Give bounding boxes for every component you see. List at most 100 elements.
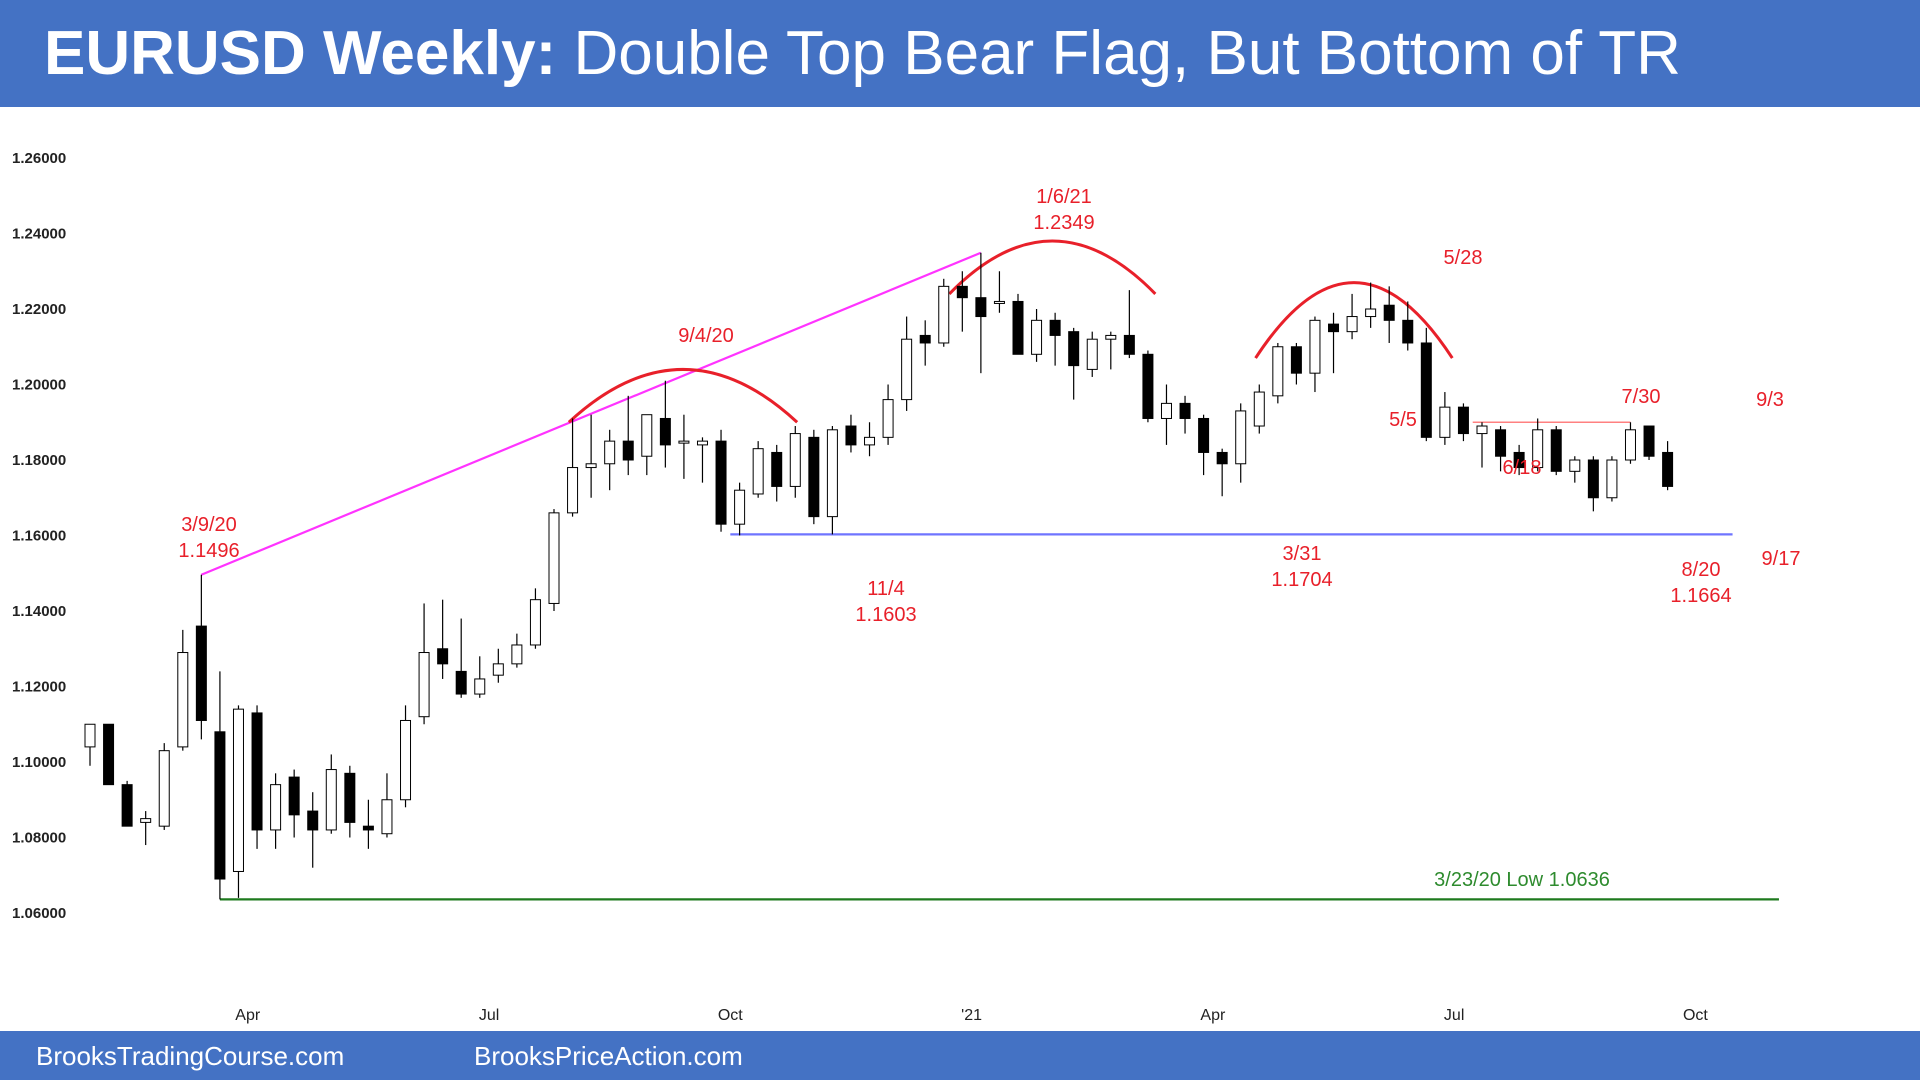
candle-body-bear — [214, 731, 226, 880]
candle — [1179, 395, 1191, 434]
candle — [437, 599, 449, 679]
candle — [1569, 456, 1581, 483]
candle-body-bear — [1142, 353, 1154, 419]
candle — [1012, 293, 1024, 355]
candle — [511, 633, 523, 668]
candle-body-bull — [1160, 402, 1172, 419]
candle-body-bear — [1587, 459, 1599, 499]
candle — [1476, 422, 1488, 468]
annotation-label: 9/4/20 — [678, 325, 734, 347]
candle-body-bull — [789, 433, 801, 487]
candle — [1105, 331, 1117, 370]
x-tick-label: Apr — [235, 1007, 261, 1024]
candle-body-bear — [1457, 406, 1469, 435]
trendline — [200, 251, 982, 576]
candle — [789, 426, 801, 498]
candle — [604, 429, 616, 491]
candle-body-bull — [604, 440, 616, 465]
candle-body-bear — [1012, 300, 1024, 355]
y-tick-label: 1.18000 — [12, 452, 66, 469]
candle — [1328, 312, 1340, 374]
candle-body-bull — [734, 489, 746, 525]
candle — [1235, 403, 1247, 483]
annotation-label: 11/4 — [867, 578, 904, 600]
candle-body-bear — [121, 784, 133, 827]
candle — [567, 418, 579, 517]
candle-body-bull — [548, 512, 560, 604]
candle-body-bull — [1031, 319, 1043, 355]
candle-body-bull — [696, 440, 708, 446]
candle-body-bear — [195, 625, 207, 721]
candle-body-bull — [938, 285, 950, 344]
candle — [659, 380, 671, 468]
candle — [1290, 342, 1302, 385]
candle — [1142, 350, 1154, 423]
candle-body-bull — [1086, 338, 1098, 370]
candle-body-bull — [864, 436, 876, 446]
candle-body-bull — [474, 678, 486, 695]
candle — [1049, 312, 1061, 366]
top-arc — [567, 368, 799, 424]
x-tick-label: Oct — [1683, 1007, 1708, 1024]
candle-body-bull — [1476, 425, 1488, 435]
y-tick-label: 1.14000 — [12, 603, 66, 620]
footer-link-brookstradingcourse[interactable]: BrooksTradingCourse.com — [36, 1041, 345, 1071]
x-tick-label: '21 — [961, 1007, 982, 1024]
annotation-label: 3/31 — [1283, 543, 1322, 565]
candle-body-bear — [1643, 425, 1655, 457]
annotation-label: 7/30 — [1622, 386, 1661, 408]
candle-body-bear — [919, 334, 931, 344]
candle — [901, 316, 913, 411]
candle — [585, 414, 597, 498]
candle — [195, 574, 207, 740]
candle-body-bull — [1309, 319, 1321, 374]
candle-body-bull — [1569, 459, 1581, 472]
y-tick-label: 1.16000 — [12, 528, 66, 545]
candle-body-bear — [1198, 417, 1210, 453]
candle-body-bear — [1049, 319, 1061, 336]
candle — [882, 384, 894, 445]
candle-body-bull — [1365, 308, 1377, 318]
candle-body-bull — [585, 463, 597, 469]
candle — [826, 426, 838, 535]
candle — [1587, 456, 1599, 512]
x-axis: Apr Jul Oct '21 Apr Jul Oct — [235, 1007, 1708, 1024]
candlesticks — [84, 252, 1674, 900]
candle-body-bull — [158, 750, 170, 827]
candle — [1513, 444, 1525, 476]
candle — [344, 765, 356, 838]
footer-link-brookspriceaction[interactable]: BrooksPriceAction.com — [474, 1041, 743, 1071]
candle-body-bear — [659, 417, 671, 446]
candle — [1420, 327, 1432, 442]
candle — [270, 773, 282, 849]
candle — [1068, 327, 1080, 400]
candle — [84, 723, 96, 766]
candle — [938, 278, 950, 347]
candle-body-bull — [177, 652, 189, 748]
candle — [956, 271, 968, 332]
x-tick-label: Oct — [718, 1007, 743, 1024]
candle — [474, 656, 486, 698]
annotation-label: 3/23/20 Low 1.0636 — [1434, 869, 1610, 891]
candle-body-bull — [1346, 316, 1358, 333]
candle-body-bull — [678, 440, 690, 444]
annotation-label: 5/28 — [1444, 247, 1483, 269]
candle — [1309, 316, 1321, 393]
candle — [1253, 384, 1265, 434]
candle-body-bear — [808, 436, 820, 518]
candle-body-bull — [140, 818, 152, 823]
candle — [492, 648, 504, 683]
candle-body-bear — [1420, 342, 1432, 438]
annotation-label: 1.1704 — [1271, 569, 1332, 591]
annotation-label: 3/9/20 — [181, 514, 237, 536]
annotation-label: 1.1603 — [855, 604, 916, 626]
y-tick-label: 1.22000 — [12, 301, 66, 318]
candle — [1086, 331, 1098, 377]
candle — [696, 437, 708, 483]
candle — [919, 320, 931, 366]
y-tick-label: 1.20000 — [12, 377, 66, 394]
title-instrument: EURUSD Weekly: — [44, 19, 557, 88]
candle-body-bull — [418, 652, 430, 718]
candle — [1624, 422, 1636, 464]
candle-body-bull — [1606, 459, 1618, 499]
